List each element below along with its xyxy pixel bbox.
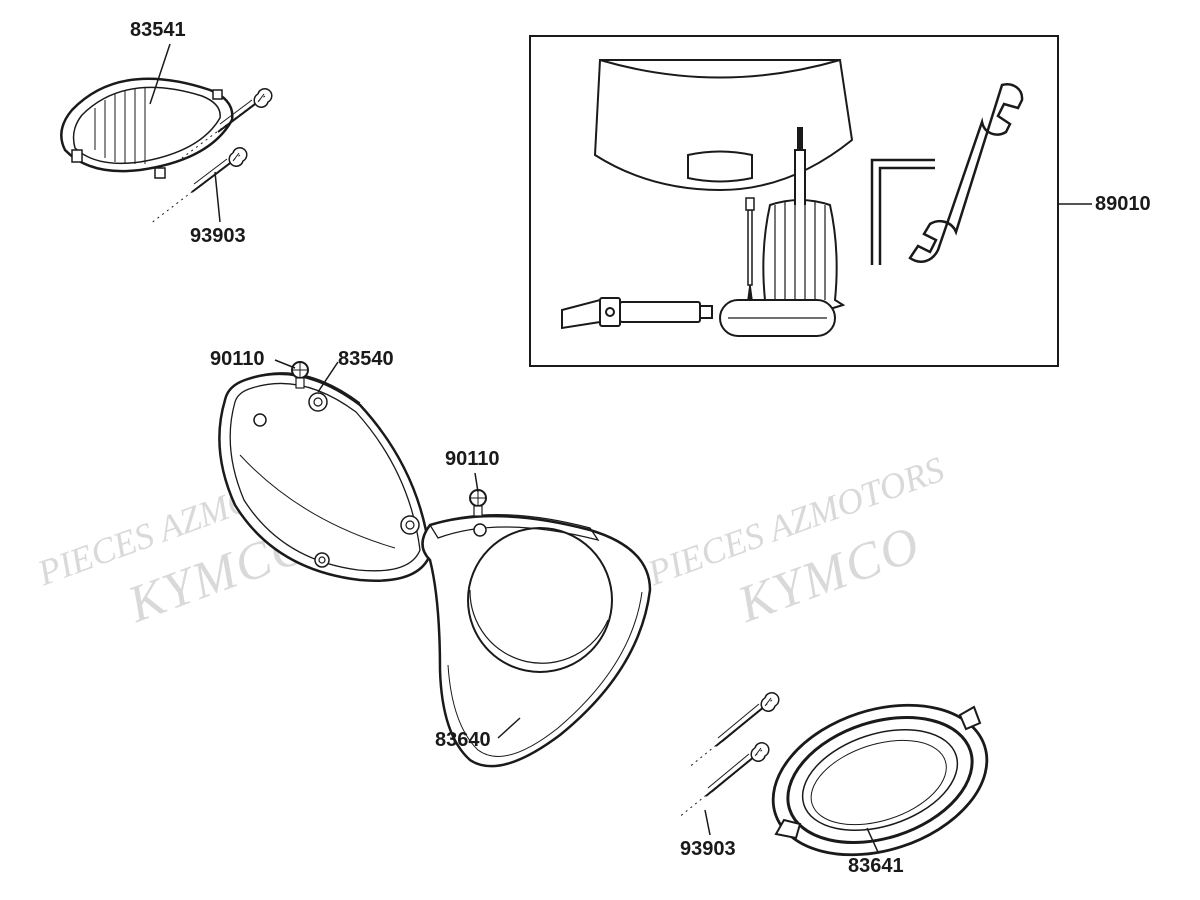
tool-sparkplug-wrench bbox=[562, 298, 712, 328]
label-89010: 89010 bbox=[1095, 193, 1151, 216]
diagram-stage: PIECES AZMOTORS KYMCO PIECES AZMOTORS KY… bbox=[0, 0, 1200, 900]
label-90110-right: 90110 bbox=[445, 448, 500, 471]
tool-pouch bbox=[595, 60, 852, 190]
label-93903-top: 93903 bbox=[190, 225, 246, 248]
label-83541: 83541 bbox=[130, 19, 186, 42]
part-83540 bbox=[219, 373, 430, 581]
label-83640: 83640 bbox=[435, 729, 491, 752]
tool-case bbox=[720, 300, 835, 336]
tool-wrench bbox=[910, 84, 1022, 261]
part-83541 bbox=[61, 79, 232, 178]
tool-screwdriver-bit bbox=[746, 198, 754, 300]
label-93903-bottom: 93903 bbox=[680, 838, 736, 861]
part-83641 bbox=[754, 679, 1006, 880]
parts-diagram-svg bbox=[0, 0, 1200, 900]
label-83540: 83540 bbox=[338, 348, 394, 371]
screw-90110-right bbox=[470, 490, 486, 516]
toolkit-group bbox=[530, 36, 1058, 366]
screw-2 bbox=[192, 148, 247, 192]
label-90110-left: 90110 bbox=[210, 348, 265, 371]
label-83641: 83641 bbox=[848, 855, 904, 878]
